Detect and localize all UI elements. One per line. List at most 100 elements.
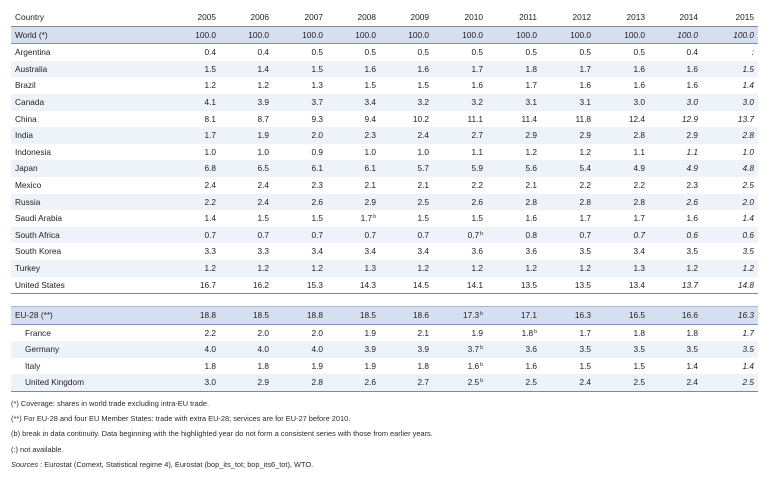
member-state-row: Italy 1.8 1.8 1.9 1.9 1.8 1.6b 1.6 1.5 1.5 1.4 1.4 [11, 358, 758, 375]
value-cell: 1.2 [433, 259, 487, 277]
value-text: 2.8 [525, 196, 537, 207]
value-text: 0.7 [257, 229, 269, 240]
value-text: 1.5 [417, 213, 429, 224]
value-cell: 18.8 [164, 306, 220, 325]
value-text: 1.2 [257, 262, 269, 273]
value-cell: 2.1 [487, 177, 541, 194]
value-text: 1.5 [417, 80, 429, 91]
value-text: 14.3 [359, 279, 376, 290]
value-text: 0.7 [204, 229, 216, 240]
value-cell: 13.5 [487, 276, 541, 295]
value-cell: 2.5b [433, 374, 487, 393]
value-text: 100.0 [733, 29, 754, 40]
value-text: 1.5 [311, 213, 323, 224]
value-cell: 1.0 [327, 144, 380, 161]
value-text: 16.2 [252, 279, 269, 290]
value-cell: 0.5 [433, 44, 487, 61]
value-cell: 2.1 [327, 177, 380, 194]
sources-text: : Eurostat (Comext, Statistical regime 4… [38, 459, 314, 469]
value-text: 2.2 [204, 327, 216, 338]
year-header: 2011 [487, 9, 541, 27]
value-cell: 0.4 [164, 44, 220, 61]
value-cell: 100.0 [541, 25, 595, 45]
value-cell: 1.0 [380, 144, 433, 161]
value-cell: 2.0 [220, 324, 273, 341]
value-text: 3.6 [525, 344, 537, 355]
value-cell: 3.4 [273, 243, 327, 260]
value-text: 0.6 [742, 229, 754, 240]
value-cell: 1.7 [541, 324, 595, 341]
value-cell: 2.4 [220, 177, 273, 194]
value-cell: 13.7 [649, 276, 702, 295]
value-cell: 2.6 [273, 193, 327, 211]
value-text: 16.6 [681, 310, 698, 321]
value-cell: 1.7 [702, 324, 758, 341]
value-cell: 4.9 [649, 160, 702, 177]
value-cell: 3.5 [541, 341, 595, 358]
value-text: 3.7 [467, 344, 480, 355]
country-name: China [15, 113, 37, 124]
value-cell: 1.9 [327, 358, 380, 375]
country-row: Canada 4.1 3.9 3.7 3.4 3.2 3.2 3.1 3.1 3.0 3.0 3.0 [11, 93, 758, 111]
value-cell: 1.6 [487, 210, 541, 227]
value-text: 100.0 [516, 29, 537, 40]
country-column-header: Country [11, 9, 164, 27]
value-text: 1.8 [417, 360, 429, 371]
value-cell: 0.8 [487, 226, 541, 244]
value-cell: 1.5 [702, 60, 758, 78]
value-cell: 1.4 [702, 358, 758, 375]
break-flag: b [480, 311, 483, 318]
value-text: 2.8 [633, 130, 645, 141]
break-flag: b [480, 345, 483, 352]
country-row: China 8.1 8.7 9.3 9.4 10.2 11.1 11.4 11.8 12.4 12.… [11, 111, 758, 128]
value-cell: 2.8 [702, 127, 758, 144]
value-text: 1.2 [525, 146, 537, 157]
value-cell: 1.5 [380, 210, 433, 227]
value-text: 3.0 [204, 377, 216, 388]
value-cell: 1.9 [220, 127, 273, 144]
value-cell: 1.6 [487, 358, 541, 375]
value-cell: 3.5 [649, 243, 702, 260]
value-cell: 1.6 [649, 77, 702, 94]
value-cell: 1.2 [702, 259, 758, 277]
value-cell: 3.7b [433, 341, 487, 358]
country-name: France [25, 327, 51, 338]
value-cell: 5.4 [541, 160, 595, 177]
value-text: 1.7 [579, 327, 591, 338]
value-cell: 2.8 [595, 193, 649, 211]
value-text: 1.2 [742, 262, 754, 273]
value-text: 2.8 [742, 130, 754, 141]
value-text: 1.0 [204, 146, 216, 157]
value-text: 1.2 [417, 262, 429, 273]
value-cell: 2.9 [220, 374, 273, 393]
value-cell: 3.0 [595, 93, 649, 111]
value-cell: 1.4 [649, 358, 702, 375]
value-text: 3.5 [633, 344, 645, 355]
value-cell: 3.6 [487, 243, 541, 260]
value-cell: 1.3 [273, 77, 327, 94]
value-cell: 100.0 [164, 25, 220, 45]
country-row: South Korea 3.3 3.3 3.4 3.4 3.4 3.6 3.6 3.5 3.4 3.… [11, 243, 758, 260]
value-text: 1.6 [633, 80, 645, 91]
value-text: 2.5 [633, 377, 645, 388]
value-text: 16.3 [737, 310, 754, 321]
value-text: 1.6 [525, 360, 537, 371]
value-cell: 1.6 [433, 77, 487, 94]
country-name: Australia [11, 60, 164, 78]
value-cell: 18.5 [327, 306, 380, 325]
value-cell: 4.0 [220, 341, 273, 358]
value-text: 1.0 [742, 146, 754, 157]
value-text: 18.6 [412, 310, 429, 321]
value-cell: 18.6 [380, 306, 433, 325]
value-cell: 1.4 [220, 60, 273, 78]
value-text: 2.6 [471, 196, 483, 207]
value-text: 6.5 [257, 163, 269, 174]
value-text: 1.4 [686, 360, 698, 371]
value-cell: 0.6 [649, 226, 702, 244]
value-cell: 1.8 [380, 358, 433, 375]
value-cell: 2.4 [164, 177, 220, 194]
value-text: 9.3 [311, 113, 323, 124]
country-row: India 1.7 1.9 2.0 2.3 2.4 2.7 2.9 2.9 2.8 2.9 2.8 [11, 127, 758, 144]
value-cell: 100.0 [702, 25, 758, 45]
value-cell: 2.5 [702, 177, 758, 194]
